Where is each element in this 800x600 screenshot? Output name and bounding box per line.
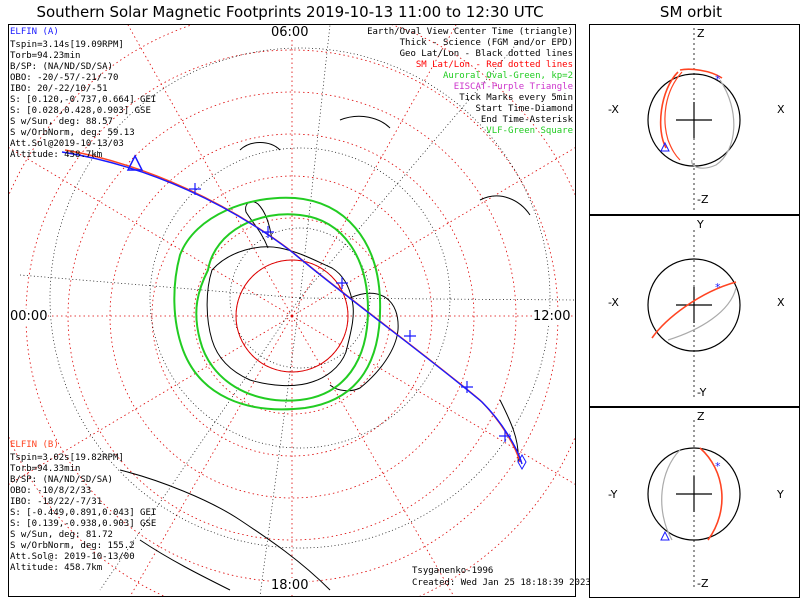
elfin-b-line: S: [0.139,-0.938,0.903] GSE <box>10 519 157 529</box>
elfin-b-line: IBO: -18/22/-7/31 <box>10 497 103 507</box>
orbit-panel-title: SM orbit <box>659 3 723 21</box>
elfin-b-line: Torb=94.33min <box>10 464 81 474</box>
elfin-b-line: Altitude: 458.7km <box>10 563 103 573</box>
elfin-a-line: B/SP: (NA/ND/SD/SA) <box>10 62 113 72</box>
svg-text:*: * <box>715 460 721 473</box>
panel1-axis-top: Z <box>697 27 705 40</box>
sm-pole-circle <box>235 259 349 373</box>
orbit-xz-plot: * <box>647 28 741 210</box>
orbit-xy-plot: * <box>647 230 741 398</box>
legend-entry: Start Time-Diamond <box>475 104 573 114</box>
geo-latlon-grid <box>19 25 575 596</box>
elfin-b-line: B/SP: (NA/ND/SD/SA) <box>10 475 113 485</box>
elfin-b-line: S w/Sun, deg: 81.72 <box>10 530 113 540</box>
elfin-a-line: Torb=94.23min <box>10 51 81 61</box>
clock-label-00: 00:00 <box>9 309 49 324</box>
legend-entry: VLF-Green Square <box>486 126 573 136</box>
clock-label-12: 12:00 <box>532 309 572 324</box>
legend-entry: Geo Lat/Lon - Black dotted lines <box>399 49 573 59</box>
panel2-axis-right: X <box>777 296 785 309</box>
clock-label-06: 06:00 <box>270 25 310 40</box>
elfin-a-line: S w/Sun, deg: 88.57 <box>10 117 113 127</box>
elfin-a-line: IBO: 20/-22/10/-51 <box>10 84 108 94</box>
elfin-b-line: Att.Sol@: 2019-10-13/00 <box>10 552 135 562</box>
track-tick-marks <box>189 183 511 442</box>
model-label: Tsyganenko-1996 <box>412 566 494 576</box>
created-label: Created: Wed Jan 25 18:18:39 2023 <box>412 578 591 588</box>
panel1-axis-right: X <box>777 103 785 116</box>
elfin-a-line: Att.Sol@2019-10-13/03 <box>10 139 124 149</box>
elfin-b-line: S w/OrbNorm, deg: 155.2 <box>10 541 135 551</box>
plot-title: Southern Solar Magnetic Footprints 2019-… <box>36 3 544 21</box>
panel1-axis-left: -X <box>608 103 619 116</box>
legend-entry: Tick Marks every 5min <box>459 93 573 103</box>
panel3-axis-left: -Y <box>608 488 618 501</box>
legend-entry: Thick - Science (FGM and/or EPD) <box>399 38 573 48</box>
panel2-axis-bottom: -Y <box>697 386 707 399</box>
legend-entry: SM Lat/Lon - Red dotted lines <box>415 60 573 70</box>
elfin-a-label: ELFIN (A) <box>10 27 59 37</box>
elfin-b-line: S: [-0.449,0.891,0.043] GEI <box>10 508 157 518</box>
elfin-a-line: Tspin=3.14s[19.09RPM] <box>10 40 124 50</box>
legend-entry: Earth/Oval View Center Time (triangle) <box>367 27 573 37</box>
start-time-diamond <box>517 453 527 471</box>
sm-longitude-grid <box>9 25 575 596</box>
panel3-axis-top: Z <box>697 410 705 423</box>
elfin-a-line: OBO: -20/-57/-21/-70 <box>10 73 119 83</box>
elfin-b-label: ELFIN (B) <box>10 440 59 450</box>
elfin-a-line: Altitude: 458.7km <box>10 150 103 160</box>
elfin-a-line: S: [0.028,0.428,0.903] GSE <box>10 106 151 116</box>
elfin-a-line: S: [0.120,-0.737,0.664] GEI <box>10 95 157 105</box>
clock-label-18: 18:00 <box>270 578 310 593</box>
map-legend: Earth/Oval View Center Time (triangle) T… <box>367 27 573 137</box>
elfin-b-line: Tspin=3.02s[19.82RPM] <box>10 453 124 463</box>
elfin-a-track <box>61 151 523 465</box>
auroral-oval <box>173 196 382 411</box>
legend-entry: EISCAT-Purple Triangle <box>453 82 573 92</box>
elfin-a-info: Tspin=3.14s[19.09RPM] Torb=94.23min B/SP… <box>10 40 156 161</box>
legend-entry: Auroral Oval-Green, kp=2 <box>442 71 573 81</box>
view-center-triangle <box>126 154 144 171</box>
panel3-axis-bottom: -Z <box>697 577 709 590</box>
orbit-yz-plot: * <box>647 420 741 590</box>
elfin-b-info: Tspin=3.02s[19.82RPM] Torb=94.33min B/SP… <box>10 453 156 574</box>
svg-text:*: * <box>715 281 721 294</box>
legend-entry: End Time-Asterisk <box>480 115 573 125</box>
panel2-axis-top: Y <box>697 218 704 231</box>
polar-map-frame <box>8 24 576 597</box>
panel2-axis-left: -X <box>608 296 619 309</box>
panel3-axis-right: Y <box>777 488 784 501</box>
elfin-a-line: S w/OrbNorm, deg: 59.13 <box>10 128 135 138</box>
panel1-axis-bottom: -Z <box>697 193 709 206</box>
elfin-b-line: OBO: -10/8/2/33 <box>10 486 92 496</box>
svg-text:*: * <box>715 73 721 86</box>
